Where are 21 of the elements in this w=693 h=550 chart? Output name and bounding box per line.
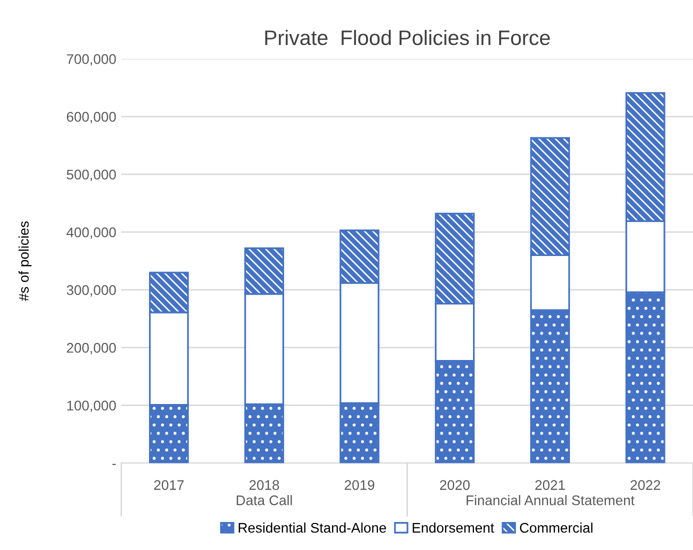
legend-label: Endorsement (412, 522, 494, 533)
x-tick-label: 2020 (440, 480, 470, 490)
y-tick-label: - (112, 464, 116, 465)
y-tick-label: 400,000 (66, 227, 116, 239)
legend-label: Commercial (520, 522, 592, 533)
y-axis-title: #s of policies (18, 221, 32, 302)
text: Data Call (236, 495, 292, 506)
y-tick-label: 700,000 (66, 54, 116, 66)
y-tick-label: 300,000 (66, 285, 116, 297)
y-tick-label: 600,000 (66, 112, 116, 124)
x-tick-label: 2019 (344, 480, 374, 490)
y-tick-label: 200,000 (66, 342, 116, 354)
legend-label: Residential Stand-Alone (238, 522, 386, 533)
y-tick-label: 500,000 (66, 170, 116, 182)
text: Financial Annual Statement (466, 495, 635, 506)
y-tick-label: 100,000 (67, 400, 116, 412)
x-tick-label: 2022 (630, 480, 660, 490)
x-tick-label: 2021 (535, 480, 565, 490)
x-tick-label: 2017 (154, 480, 184, 490)
x-tick-label: 2018 (249, 480, 280, 490)
chart-title: Private Flood Policies in Force (265, 30, 550, 46)
